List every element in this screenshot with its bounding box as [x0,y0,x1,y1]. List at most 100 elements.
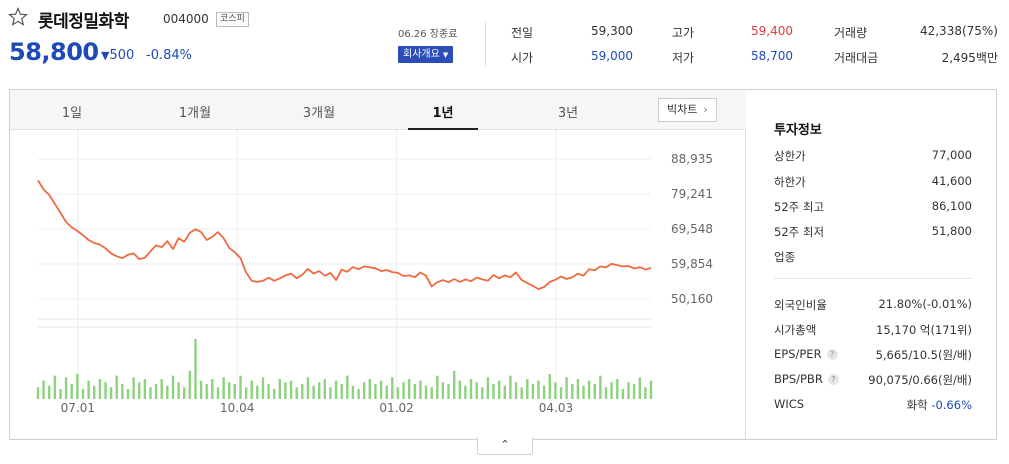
wics-sector-link[interactable]: 화학 [906,398,928,412]
volume-bar [98,379,102,399]
volume-bar [318,382,321,399]
volume-bar [132,377,135,399]
volume-bar [436,375,439,399]
volume-bar [59,389,62,399]
volume-bar [548,374,551,399]
upper-limit-row: 상한가 77,000 [774,148,972,163]
volume-bar [256,385,259,399]
volume-bar [453,370,456,399]
volume-value: 42,338(75%) [919,24,998,38]
volume-bar [559,387,563,399]
period-tabs: 1일 1개월 3개월 1년 3년 빅차트 › [10,90,746,130]
volume-bar [301,384,304,399]
volume-bar [627,382,630,399]
volume-bar [537,380,540,399]
volume-bar [233,384,236,399]
wics-row: WICS 화학 -0.66% [774,397,972,412]
volume-bar [621,389,625,399]
price-change: ▼500 [101,48,135,63]
volume-bar [638,377,641,399]
volume-bar [447,384,450,399]
volume-bar [396,387,400,399]
volume-bar [430,387,433,399]
industry-row: 업종 [774,250,796,264]
volume-bar [289,380,293,399]
volume-bar [244,387,248,399]
volume-bar [205,384,208,399]
market-cap-value: 15,170 억(171위) [876,323,972,337]
volume-bar [582,385,585,399]
volume-bar [222,377,225,399]
volume-bar [593,384,596,399]
week52-low-value: 51,800 [931,224,972,238]
volume-bar [610,382,613,399]
price-change-percent: -0.84% [146,48,192,63]
volume-bar [464,385,467,399]
collapse-button[interactable]: ⌃ [477,437,533,455]
tab-3-months[interactable]: 3개월 [302,106,336,121]
company-overview-button[interactable]: 회사개요 ▼ [398,46,454,63]
volume-bar [154,384,158,399]
volume-bar [211,379,214,399]
volume-bar [216,387,220,399]
volume-bar [368,379,371,399]
volume-bar [571,384,574,399]
big-chart-button[interactable]: 빅차트 › [658,98,717,122]
volume-bar [419,380,422,399]
favorite-star-icon[interactable] [8,7,28,27]
volume-bar [379,380,383,399]
volume-bar [87,380,90,399]
volume-bar [486,377,490,399]
volume-bar [458,380,461,399]
volume-bar [340,384,343,399]
volume-bar [576,379,580,399]
week52-high-row: 52주 최고 86,100 [774,199,972,214]
market-badge: 코스피 [216,12,249,27]
volume-bar [115,375,118,399]
tab-3-years[interactable]: 3년 [557,106,579,121]
volume-bar [616,379,619,399]
volume-bar [143,379,147,399]
volume-bar [374,384,377,399]
volume-bar [188,370,191,399]
tab-1-day[interactable]: 1일 [61,106,83,121]
help-icon[interactable]: ? [827,374,839,385]
volume-bar [520,387,523,399]
prev-close-label: 전일 [511,26,534,40]
open-price-value: 59,000 [591,49,633,63]
volume-bar [587,380,591,399]
volume-bar [177,382,180,399]
volume-bar [239,375,242,399]
divider [485,22,486,66]
investment-info: 투자정보 상한가 77,000 하한가 41,600 52주 최고 86,100… [747,90,996,439]
volume-bar [250,380,253,399]
divider [774,278,972,279]
high-price-value: 59,400 [751,24,793,38]
low-price-value: 58,700 [751,49,793,63]
active-tab-indicator [408,128,478,130]
volume-bar [104,382,107,399]
current-price: 58,800 [9,38,99,66]
eps-per-row: EPS/PER? 5,665/10.5(원/배) [774,347,972,362]
help-icon[interactable]: ? [826,349,838,360]
volume-bar [199,380,203,399]
volume-bar [408,379,411,399]
volume-bar [53,375,57,399]
volume-bar [509,375,512,399]
tab-1-month[interactable]: 1개월 [178,106,212,121]
volume-bar [604,387,608,399]
volume-bar [424,385,428,399]
volume-bar [70,384,73,399]
stock-name: 롯데정밀화학 [38,12,129,32]
volume-bar [76,374,79,399]
volume-bar [357,389,360,399]
tab-1-year[interactable]: 1년 [432,106,454,121]
volume-bar [632,384,636,399]
volume-bar [228,382,231,399]
volume-bar [138,382,141,399]
trade-amount-value: 2,495백만 [941,51,998,65]
dropdown-triangle-icon: ▼ [442,51,449,59]
chart-area: 1일 1개월 3개월 1년 3년 빅차트 › 88,935 79,241 69,548… [10,90,746,439]
volume-bar [48,385,51,399]
down-triangle-icon: ▼ [101,49,110,62]
